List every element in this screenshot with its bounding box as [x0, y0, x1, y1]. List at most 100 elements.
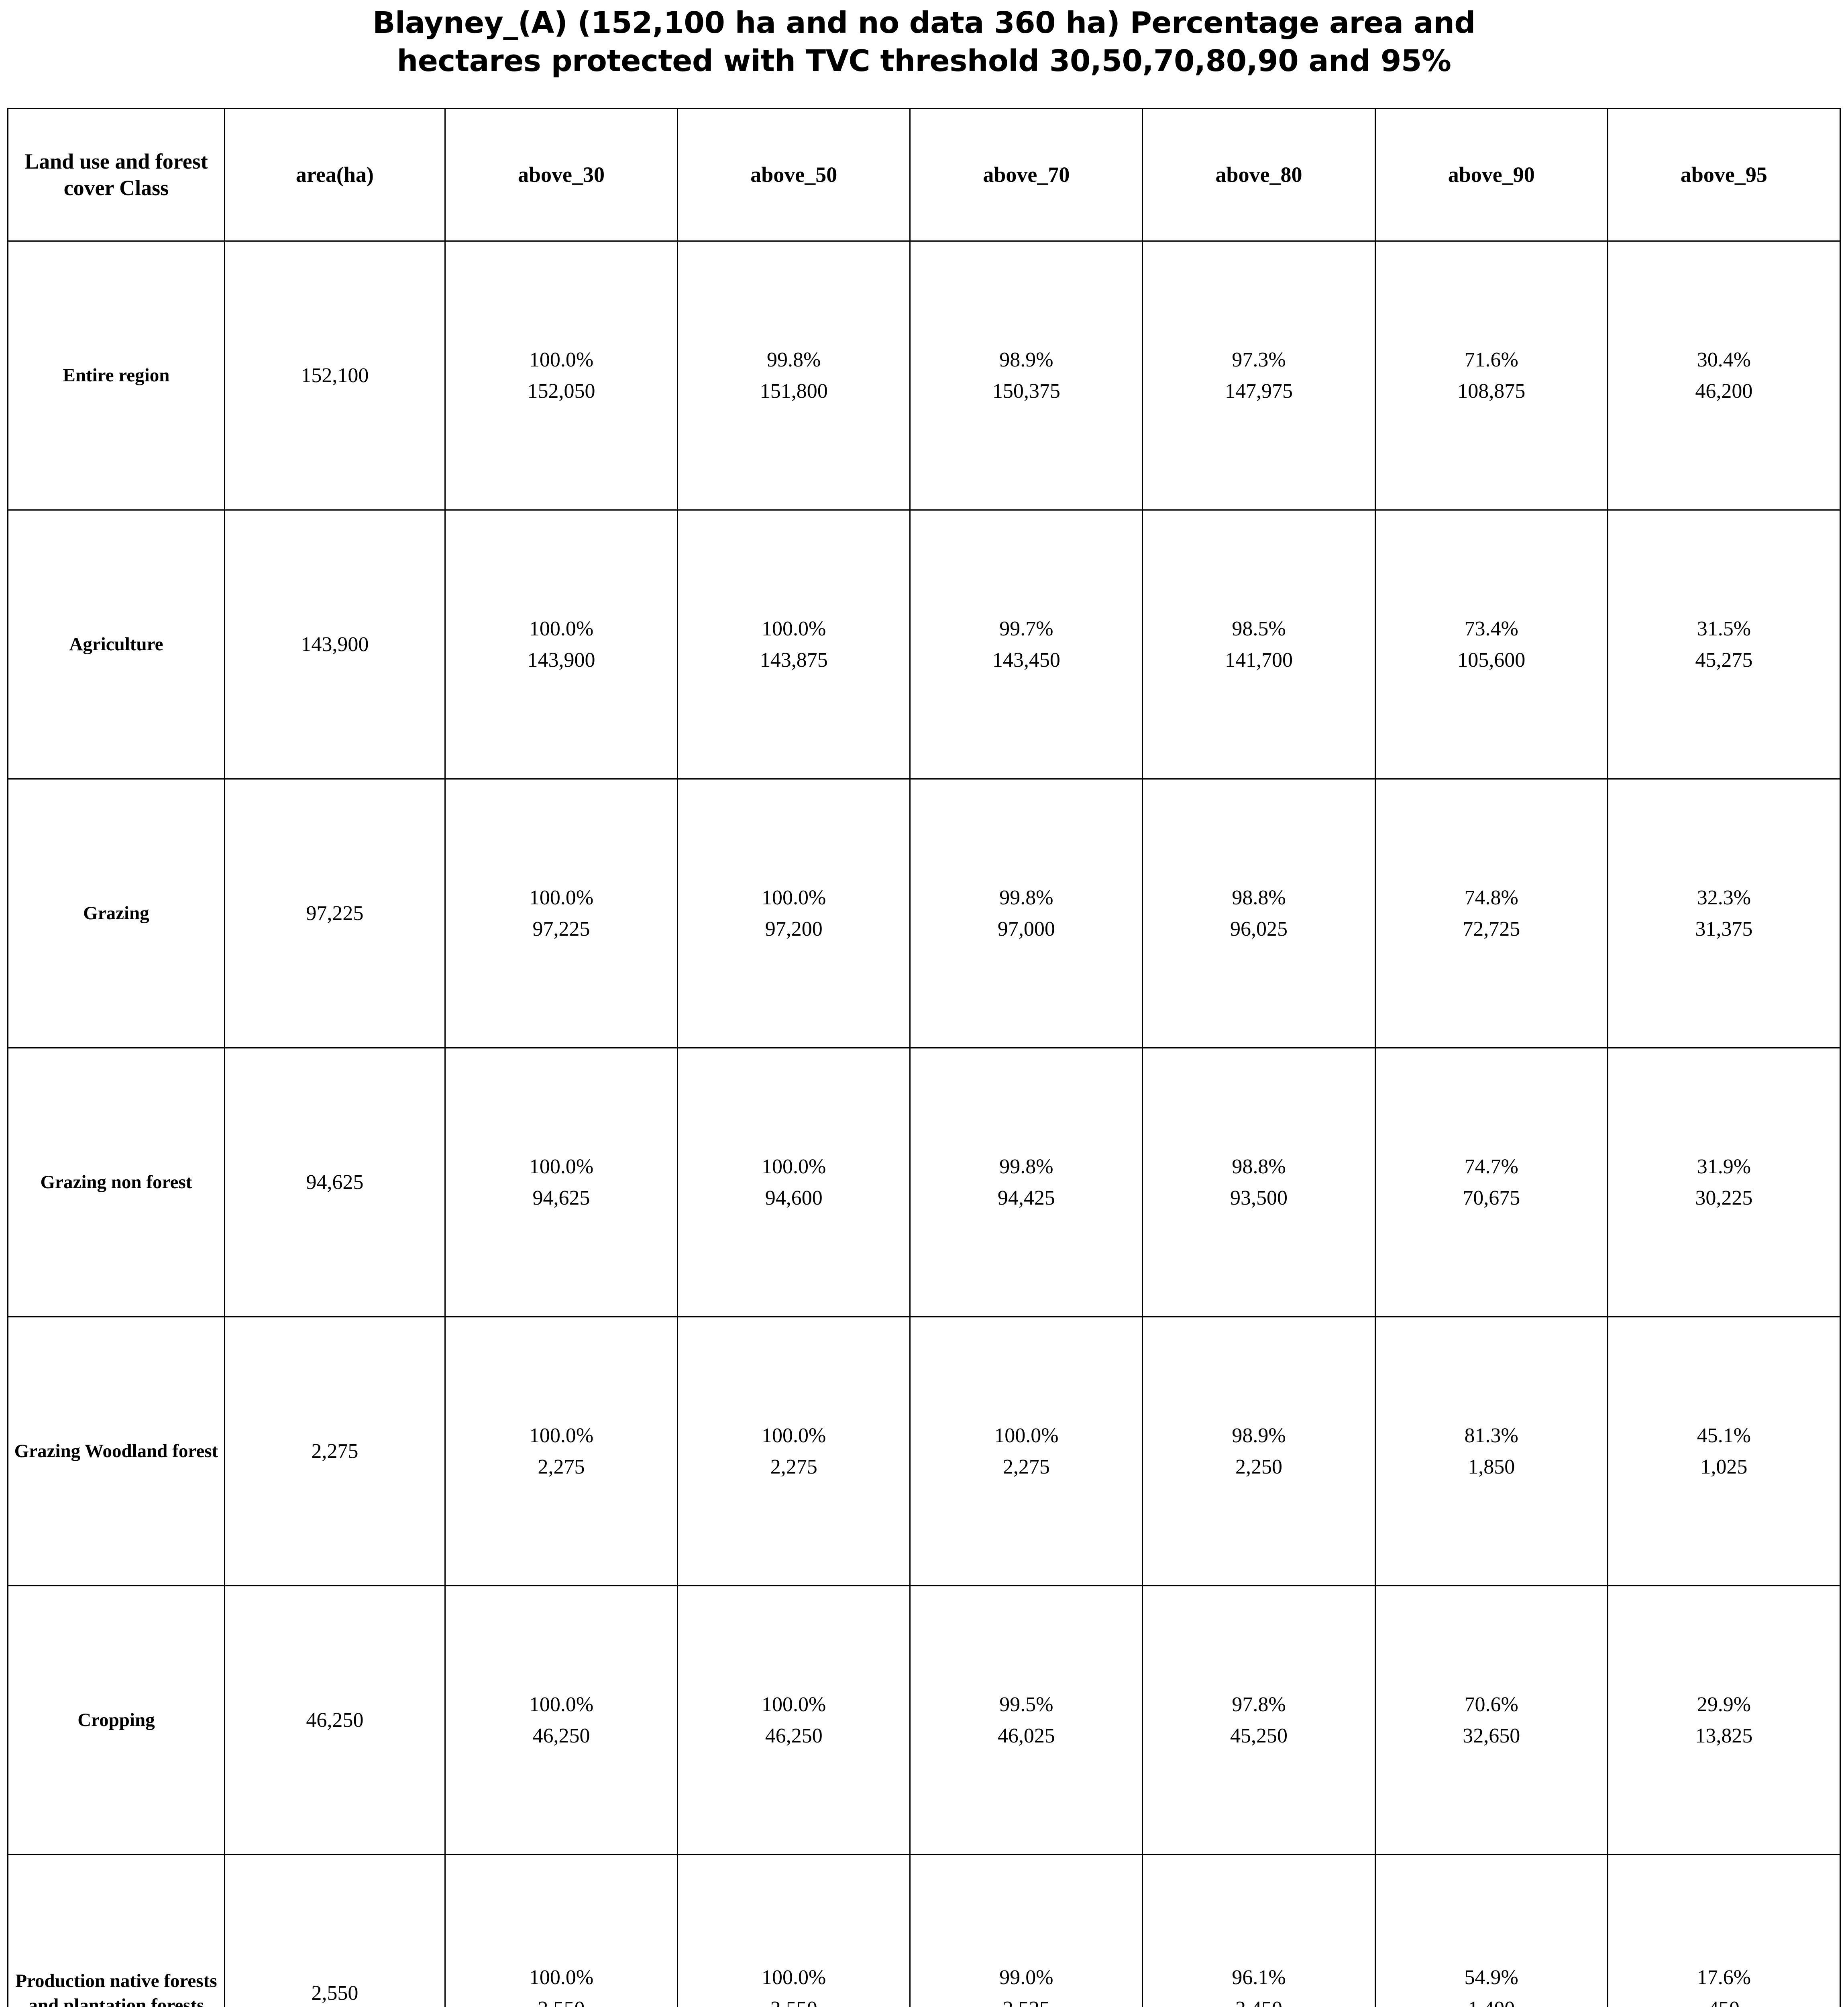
cell-hectares: 105,600 — [1457, 648, 1526, 672]
table-container: Land use and forest cover Class area(ha)… — [0, 108, 1848, 2007]
cell-hectares: 143,450 — [992, 648, 1060, 672]
cell-percent: 29.9% — [1697, 1693, 1751, 1716]
row-area: 143,900 — [224, 509, 446, 780]
cell-percent: 100.0% — [994, 1424, 1059, 1447]
cell-above-80: 98.8% 93,500 — [1142, 1047, 1376, 1318]
cell-above-70: 99.8% 94,425 — [909, 1047, 1143, 1318]
cell-percent: 97.3% — [1232, 348, 1286, 371]
column-header-area: area(ha) — [224, 108, 446, 242]
cell-above-50: 100.0% 143,875 — [677, 509, 911, 780]
cell-percent: 74.7% — [1464, 1155, 1518, 1178]
cell-above-90: 74.8% 72,725 — [1374, 778, 1608, 1049]
cell-hectares: 1,850 — [1468, 1455, 1515, 1478]
cell-hectares: 141,700 — [1225, 648, 1293, 672]
cell-percent: 98.9% — [1232, 1424, 1286, 1447]
cell-percent: 73.4% — [1464, 617, 1518, 640]
cell-hectares: 13,825 — [1695, 1724, 1753, 1747]
cell-hectares: 143,900 — [527, 648, 595, 672]
cell-above-80: 98.5% 141,700 — [1142, 509, 1376, 780]
cell-percent: 100.0% — [529, 1155, 594, 1178]
cell-hectares: 1,400 — [1376, 1998, 1607, 2007]
cell-percent: 31.9% — [1697, 1155, 1751, 1178]
cell-hectares: 152,050 — [527, 379, 595, 403]
cell-above-80: 97.8% 45,250 — [1142, 1585, 1376, 1856]
cell-above-70: 99.7% 143,450 — [909, 509, 1143, 780]
table-row: Production native forests and plantation… — [7, 1854, 1841, 2007]
cell-percent: 99.0% — [999, 1966, 1053, 1989]
cell-above-90: 54.9% 1,400 — [1374, 1854, 1608, 2007]
row-area: 152,100 — [224, 240, 446, 511]
cell-above-30: 100.0% 2,550 — [444, 1854, 678, 2007]
cell-above-30: 100.0% 2,275 — [444, 1316, 678, 1587]
cell-above-80: 98.8% 96,025 — [1142, 778, 1376, 1049]
cell-hectares: 93,500 — [1230, 1186, 1288, 1209]
cell-hectares: 72,725 — [1463, 917, 1520, 940]
cell-hectares: 97,225 — [532, 917, 590, 940]
cell-percent: 99.5% — [999, 1693, 1053, 1716]
cell-percent: 54.9% — [1464, 1966, 1518, 1989]
cell-percent: 99.8% — [999, 886, 1053, 909]
cell-above-70: 100.0% 2,275 — [909, 1316, 1143, 1587]
cell-hectares: 1,025 — [1700, 1455, 1748, 1478]
cell-above-95: 45.1% 1,025 — [1607, 1316, 1841, 1587]
row-area: 94,625 — [224, 1047, 446, 1318]
cell-percent: 100.0% — [529, 886, 594, 909]
cell-above-70: 99.8% 97,000 — [909, 778, 1143, 1049]
cell-hectares: 143,875 — [760, 648, 828, 672]
column-header-above-70: above_70 — [909, 108, 1143, 242]
cell-hectares: 94,425 — [997, 1186, 1055, 1209]
table-row: Grazing non forest 94,625 100.0% 94,625 … — [7, 1047, 1841, 1318]
cell-above-90: 70.6% 32,650 — [1374, 1585, 1608, 1856]
cell-hectares: 150,375 — [992, 379, 1060, 403]
cell-hectares: 108,875 — [1457, 379, 1526, 403]
cell-hectares: 450 — [1608, 1998, 1840, 2007]
cell-percent: 97.8% — [1232, 1693, 1286, 1716]
cell-percent: 100.0% — [529, 1693, 594, 1716]
cell-hectares: 2,275 — [1002, 1455, 1050, 1478]
table-header: Land use and forest cover Class area(ha)… — [7, 108, 1841, 242]
cell-percent: 100.0% — [762, 1966, 826, 1989]
row-label: Grazing — [7, 778, 225, 1049]
cell-above-90: 71.6% 108,875 — [1374, 240, 1608, 511]
cell-hectares: 2,550 — [446, 1998, 677, 2007]
cell-above-90: 81.3% 1,850 — [1374, 1316, 1608, 1587]
cell-hectares: 97,000 — [997, 917, 1055, 940]
cell-above-30: 100.0% 94,625 — [444, 1047, 678, 1318]
row-area: 2,550 — [224, 1854, 446, 2007]
cell-above-50: 100.0% 2,550 — [677, 1854, 911, 2007]
row-area: 2,275 — [224, 1316, 446, 1587]
cell-hectares: 31,375 — [1695, 917, 1753, 940]
cell-percent: 99.8% — [767, 348, 821, 371]
page-title-line-2: hectares protected with TVC threshold 30… — [397, 43, 1451, 78]
cell-hectares: 2,275 — [538, 1455, 585, 1478]
cell-above-30: 100.0% 97,225 — [444, 778, 678, 1049]
cell-percent: 99.8% — [999, 1155, 1053, 1178]
cell-percent: 98.9% — [999, 348, 1053, 371]
row-label: Entire region — [7, 240, 225, 511]
cell-percent: 17.6% — [1697, 1966, 1751, 1989]
cell-percent: 71.6% — [1464, 348, 1518, 371]
cell-above-95: 32.3% 31,375 — [1607, 778, 1841, 1049]
cell-hectares: 46,025 — [997, 1724, 1055, 1747]
cell-above-70: 99.0% 2,525 — [909, 1854, 1143, 2007]
cell-hectares: 32,650 — [1463, 1724, 1520, 1747]
column-header-above-50: above_50 — [677, 108, 911, 242]
cell-percent: 100.0% — [762, 1693, 826, 1716]
protection-summary-table: Land use and forest cover Class area(ha)… — [7, 108, 1841, 2007]
cell-hectares: 151,800 — [760, 379, 828, 403]
cell-percent: 98.8% — [1232, 886, 1286, 909]
row-label: Grazing Woodland forest — [7, 1316, 225, 1587]
column-header-above-80: above_80 — [1142, 108, 1376, 242]
cell-percent: 100.0% — [762, 1155, 826, 1178]
row-label: Cropping — [7, 1585, 225, 1856]
cell-percent: 45.1% — [1697, 1424, 1751, 1447]
cell-above-80: 98.9% 2,250 — [1142, 1316, 1376, 1587]
cell-above-30: 100.0% 143,900 — [444, 509, 678, 780]
cell-percent: 98.5% — [1232, 617, 1286, 640]
cell-hectares: 46,250 — [765, 1724, 823, 1747]
table-row: Cropping 46,250 100.0% 46,250 100.0% 46,… — [7, 1585, 1841, 1856]
cell-hectares: 97,200 — [765, 917, 823, 940]
cell-percent: 70.6% — [1464, 1693, 1518, 1716]
cell-percent: 100.0% — [529, 1966, 594, 1989]
column-header-above-90: above_90 — [1374, 108, 1608, 242]
